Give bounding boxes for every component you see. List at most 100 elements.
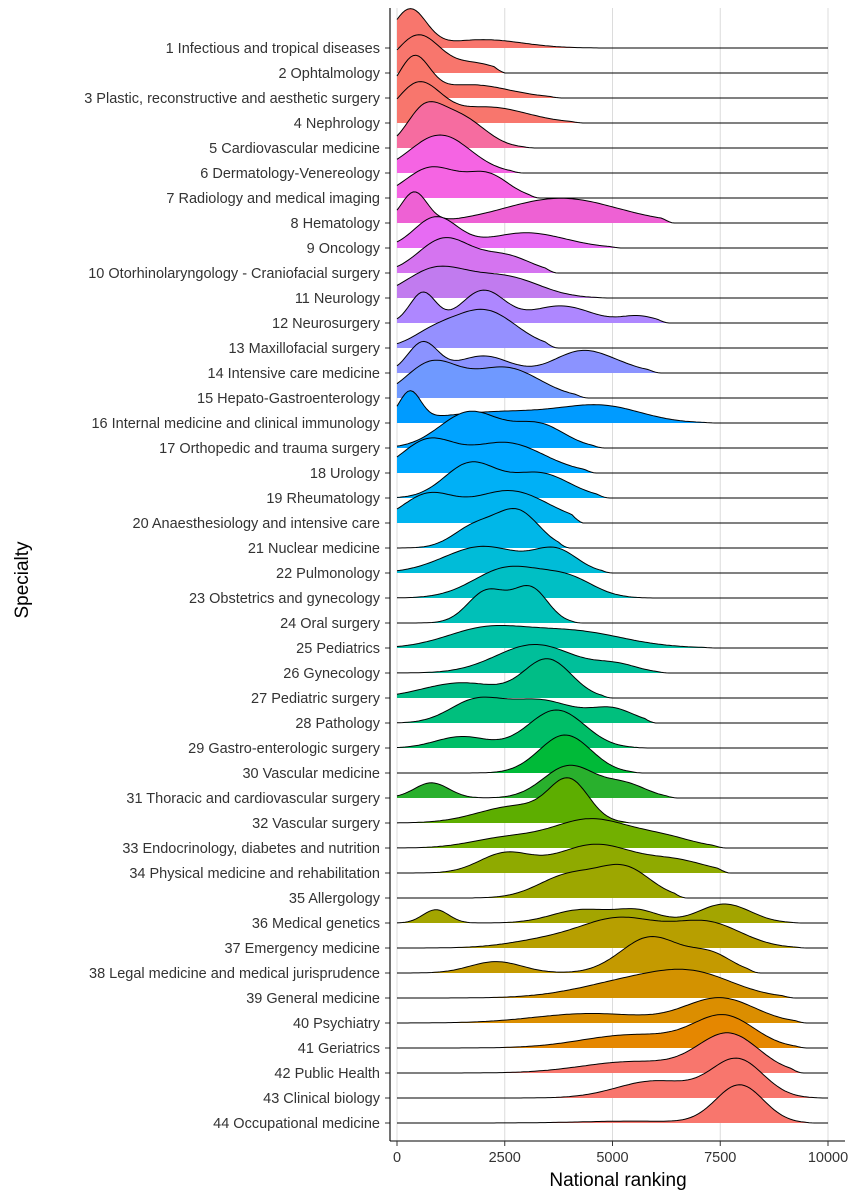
ridge-line <box>396 658 828 699</box>
ridge-fill <box>397 55 561 98</box>
ridge-line <box>397 863 828 899</box>
ridge-fill <box>397 644 669 673</box>
y-tick-label: 15 Hepato-Gastroenterology <box>197 391 381 407</box>
ridge-fill <box>397 546 613 573</box>
ridge-fill <box>397 585 583 623</box>
x-tick-label: 0 <box>393 1150 401 1166</box>
ridge-line <box>396 709 828 749</box>
y-tick-label: 43 Clinical biology <box>263 1091 381 1107</box>
ridge-line <box>396 696 828 724</box>
y-tick-label: 28 Pathology <box>295 716 380 732</box>
ridge-line <box>397 1057 828 1099</box>
y-tick-label: 36 Medical genetics <box>252 916 380 932</box>
ridge-line <box>397 734 828 774</box>
y-tick-label: 31 Thoracic and cardiovascular surgery <box>126 791 380 807</box>
y-tick-label: 29 Gastro-enterologic surgery <box>188 741 381 757</box>
ridge-line <box>396 216 828 249</box>
y-tick-label: 16 Internal medicine and clinical immuno… <box>91 416 380 432</box>
ridge-line <box>396 166 828 199</box>
ridge-fill <box>397 1032 803 1073</box>
ridge-line <box>396 437 828 474</box>
y-tick-label: 27 Pediatric surgery <box>251 691 381 707</box>
ridge-line <box>396 237 828 274</box>
ridge-fill <box>397 765 678 798</box>
y-tick-label: 30 Vascular medicine <box>242 766 380 782</box>
y-axis-title: Specialty <box>12 541 33 619</box>
y-tick-label: 7 Radiology and medical imaging <box>166 191 380 207</box>
y-tick-label: 32 Vascular surgery <box>252 816 381 832</box>
ridge-line <box>396 54 828 99</box>
y-tick-label: 34 Physical medicine and rehabilitation <box>129 866 380 882</box>
y-tick-label: 44 Occupational medicine <box>213 1116 380 1132</box>
ridge-fill <box>397 697 656 723</box>
ridge-line <box>396 625 828 649</box>
y-tick-label: 13 Maxillofacial surgery <box>228 341 380 357</box>
ridge-fill <box>397 917 807 948</box>
y-tick-label: 3 Plastic, reconstructive and aesthetic … <box>84 91 381 107</box>
ridge-line <box>396 8 828 49</box>
ridge-line <box>396 461 828 499</box>
y-tick-label: 12 Neurosurgery <box>272 316 381 332</box>
ridge-fill <box>397 1058 824 1098</box>
ridge-series <box>396 8 828 1124</box>
ridge-line <box>397 584 828 624</box>
ridge-fill <box>397 360 587 398</box>
y-tick-label: 42 Public Health <box>274 1066 380 1082</box>
ridge-fill <box>397 904 803 923</box>
ridge-line <box>396 359 828 399</box>
y-tick-label: 5 Cardiovascular medicine <box>209 141 380 157</box>
ridge-fill <box>397 266 609 298</box>
x-tick-label: 2500 <box>489 1150 521 1166</box>
y-tick-label: 21 Nuclear medicine <box>248 541 380 557</box>
y-tick-label: 25 Pediatrics <box>296 641 380 657</box>
y-tick-label: 33 Endocrinology, diabetes and nutrition <box>122 841 380 857</box>
ridge-fill <box>397 437 596 473</box>
ridge-fill <box>397 508 570 548</box>
y-tick-label: 18 Urology <box>310 466 381 482</box>
y-tick-label: 37 Emergency medicine <box>224 941 380 957</box>
ridge-line <box>397 1032 828 1074</box>
ridge-line <box>396 777 828 824</box>
ridge-line <box>397 818 828 849</box>
y-tick-label: 40 Psychiatry <box>293 1016 381 1032</box>
ridge-line <box>397 1084 828 1124</box>
y-tick-label: 20 Anaesthesiology and intensive care <box>133 516 380 532</box>
ridge-line <box>396 289 828 324</box>
ridge-line <box>397 916 828 949</box>
ridge-line <box>396 81 828 124</box>
x-tick-label: 7500 <box>704 1150 736 1166</box>
y-tick-label: 35 Allergology <box>289 891 381 907</box>
ridge-fill <box>397 566 656 598</box>
ridge-line <box>396 134 828 174</box>
x-axis-title: National ranking <box>549 1170 686 1191</box>
ridge-line <box>396 34 828 74</box>
ridge-line <box>397 1014 828 1049</box>
y-tick-label: 22 Pulmonology <box>276 566 381 582</box>
ridge-fill <box>397 166 540 198</box>
ridge-fill <box>397 1014 807 1048</box>
y-tick-label: 11 Neurology <box>295 291 381 307</box>
ridge-fill <box>397 461 609 498</box>
y-axis-tick-labels: 1 Infectious and tropical diseases 2 Opht… <box>84 41 390 1132</box>
ridge-fill <box>397 969 794 998</box>
ridge-line <box>397 565 828 599</box>
ridge-line <box>397 843 828 874</box>
ridge-line <box>397 644 828 674</box>
ridge-fill <box>397 135 522 173</box>
x-axis-ticks: 0 2500 5000 7500 10000 <box>393 1141 848 1166</box>
ridge-line <box>397 997 828 1024</box>
y-tick-label: 1 Infectious and tropical diseases <box>166 41 380 57</box>
ridge-fill <box>397 625 716 648</box>
ridge-fill <box>397 936 759 973</box>
ridge-fill <box>397 710 647 748</box>
y-tick-label: 19 Rheumatology <box>266 491 380 507</box>
y-tick-label: 41 Geriatrics <box>298 1041 380 1057</box>
ridge-line <box>397 507 828 549</box>
ridge-fill <box>397 735 643 773</box>
ridge-line <box>396 340 828 374</box>
y-tick-label: 8 Hematology <box>291 216 381 232</box>
ridge-fill <box>397 191 673 223</box>
y-tick-label: 39 General medicine <box>246 991 380 1007</box>
y-tick-label: 6 Dermatology-Venereology <box>200 166 380 182</box>
